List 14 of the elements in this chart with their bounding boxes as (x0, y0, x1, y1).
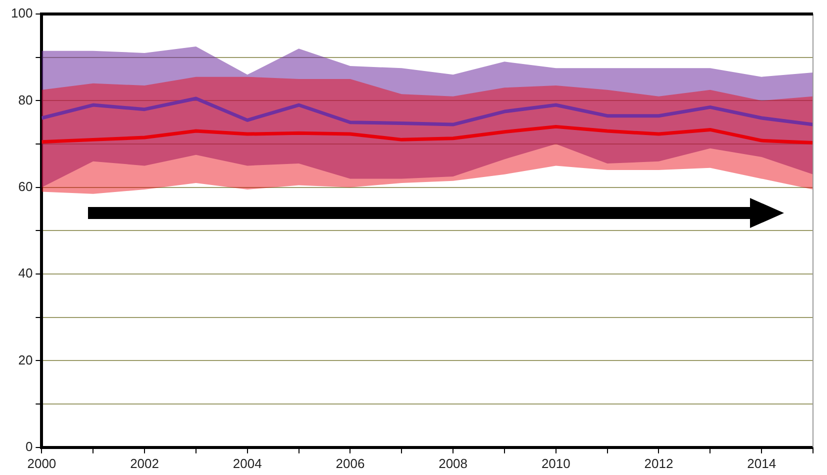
x-tick-label: 2012 (644, 456, 674, 471)
y-tick-label: 80 (18, 92, 33, 108)
x-tick-label: 2002 (130, 456, 159, 471)
y-tick-label: 100 (10, 6, 33, 21)
x-tick-label: 2004 (232, 456, 262, 471)
x-tick-label: 2014 (747, 456, 776, 471)
x-tick-label: 2010 (541, 456, 570, 471)
x-tick-label: 2006 (336, 456, 365, 471)
y-tick-label: 60 (18, 178, 33, 194)
x-tick-label: 2000 (27, 456, 56, 471)
y-tick-label: 20 (18, 352, 33, 368)
x-tick-label: 2008 (438, 456, 468, 471)
y-tick-label: 0 (25, 438, 33, 454)
y-tick-label: 40 (18, 266, 33, 281)
